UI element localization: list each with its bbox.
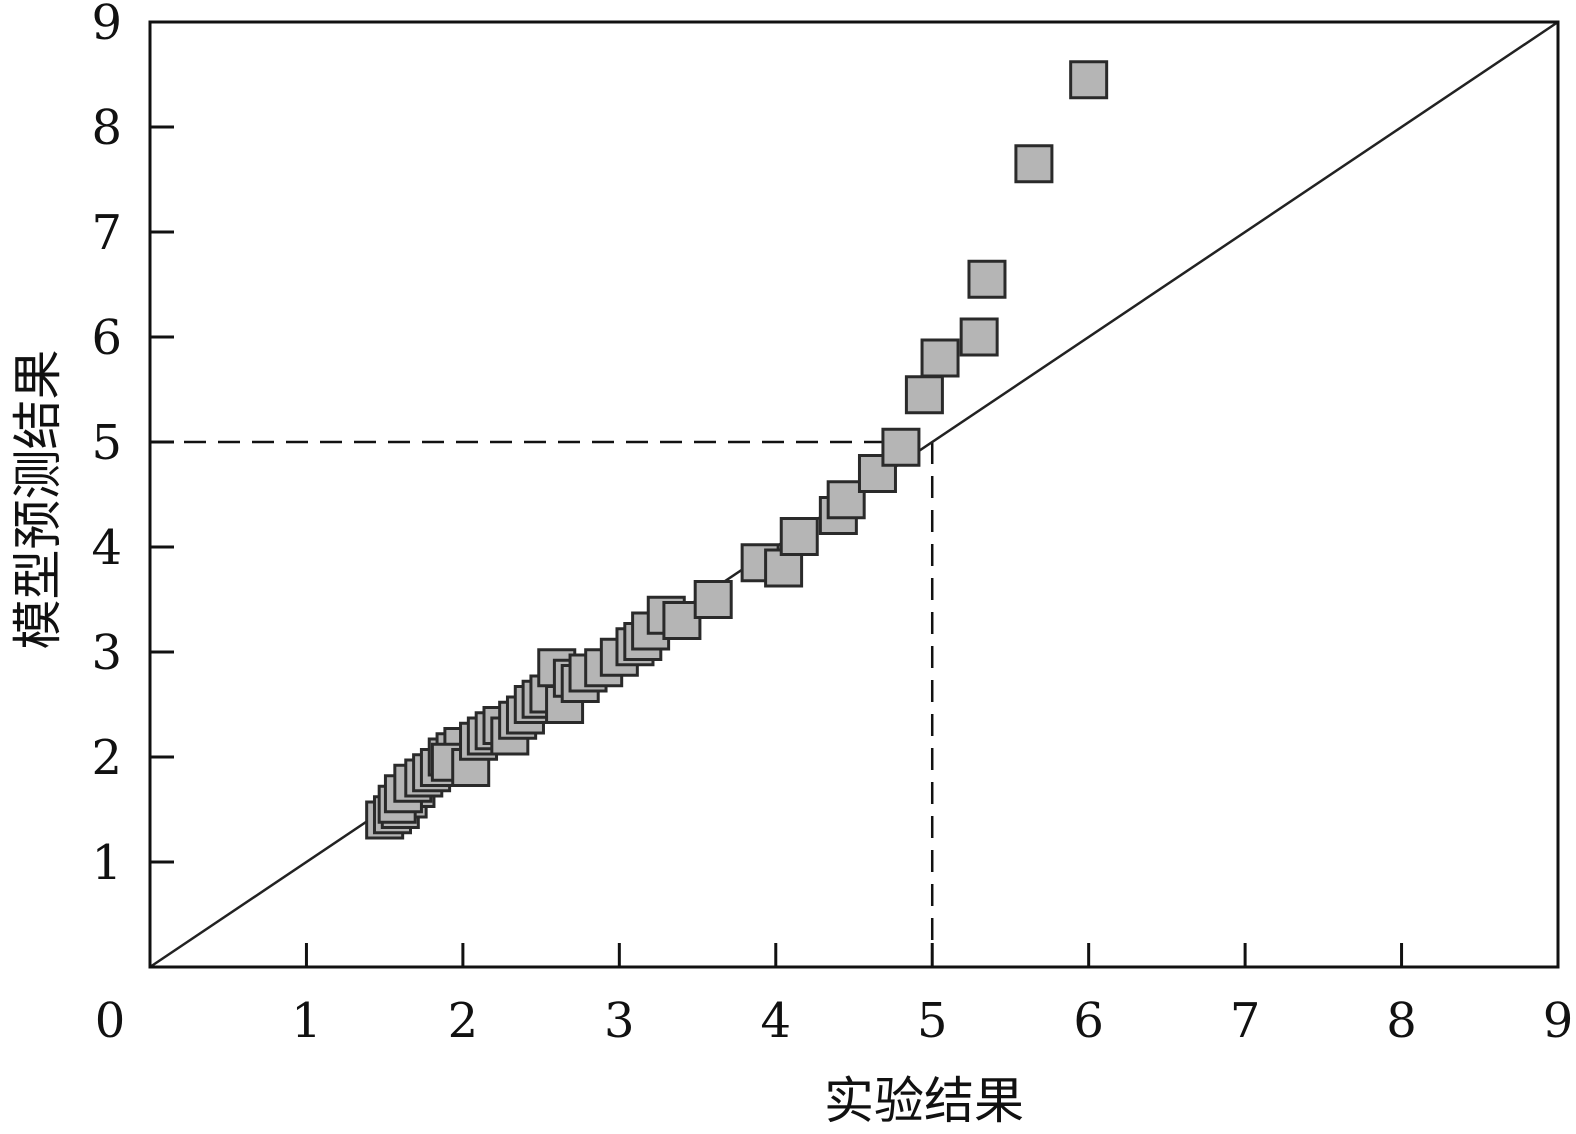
data-point	[1069, 60, 1109, 100]
data-point	[693, 580, 733, 619]
y-axis-label: 模型预测结果	[9, 350, 67, 650]
x-tick-label: 1	[291, 993, 322, 1049]
x-tick-label: 2	[448, 993, 479, 1049]
y-tick-label: 1	[91, 835, 122, 891]
data-point	[904, 375, 944, 415]
x-tick-label: 4	[761, 993, 792, 1049]
y-tick-label: 8	[91, 100, 122, 156]
y-tick-label: 4	[91, 520, 122, 576]
x-tick-label: 6	[1073, 993, 1104, 1049]
plot-frame	[148, 20, 1560, 969]
x-tick-label: 7	[1230, 993, 1261, 1049]
data-point	[959, 317, 999, 357]
data-point	[1014, 144, 1054, 184]
x-tick-label: 8	[1386, 993, 1417, 1049]
guide-lines	[150, 440, 934, 967]
data-point	[920, 338, 960, 378]
x-tick-label: 5	[917, 993, 948, 1049]
x-tick-label: 9	[1543, 993, 1574, 1049]
data-point	[881, 427, 921, 467]
y-tick-label: 3	[91, 625, 122, 681]
data-points	[365, 60, 1109, 840]
axis-ticks	[150, 125, 1404, 967]
y-tick-label: 2	[91, 730, 122, 786]
data-point	[967, 259, 1007, 299]
x-tick-label: 3	[604, 993, 635, 1049]
y-tick-label: 6	[91, 310, 122, 366]
x-axis-label: 实验结果	[824, 1072, 1024, 1130]
data-point	[779, 517, 819, 556]
y-tick-labels: 1 2 3 4 5 6 7 8 9	[91, 0, 122, 891]
x-tick-label: 0	[95, 993, 126, 1049]
y-tick-label: 5	[91, 415, 122, 471]
y-tick-label: 9	[91, 0, 122, 51]
y-tick-label: 7	[91, 205, 122, 261]
x-tick-labels: 0 1 2 3 4 5 6 7 8 9	[95, 993, 1574, 1049]
